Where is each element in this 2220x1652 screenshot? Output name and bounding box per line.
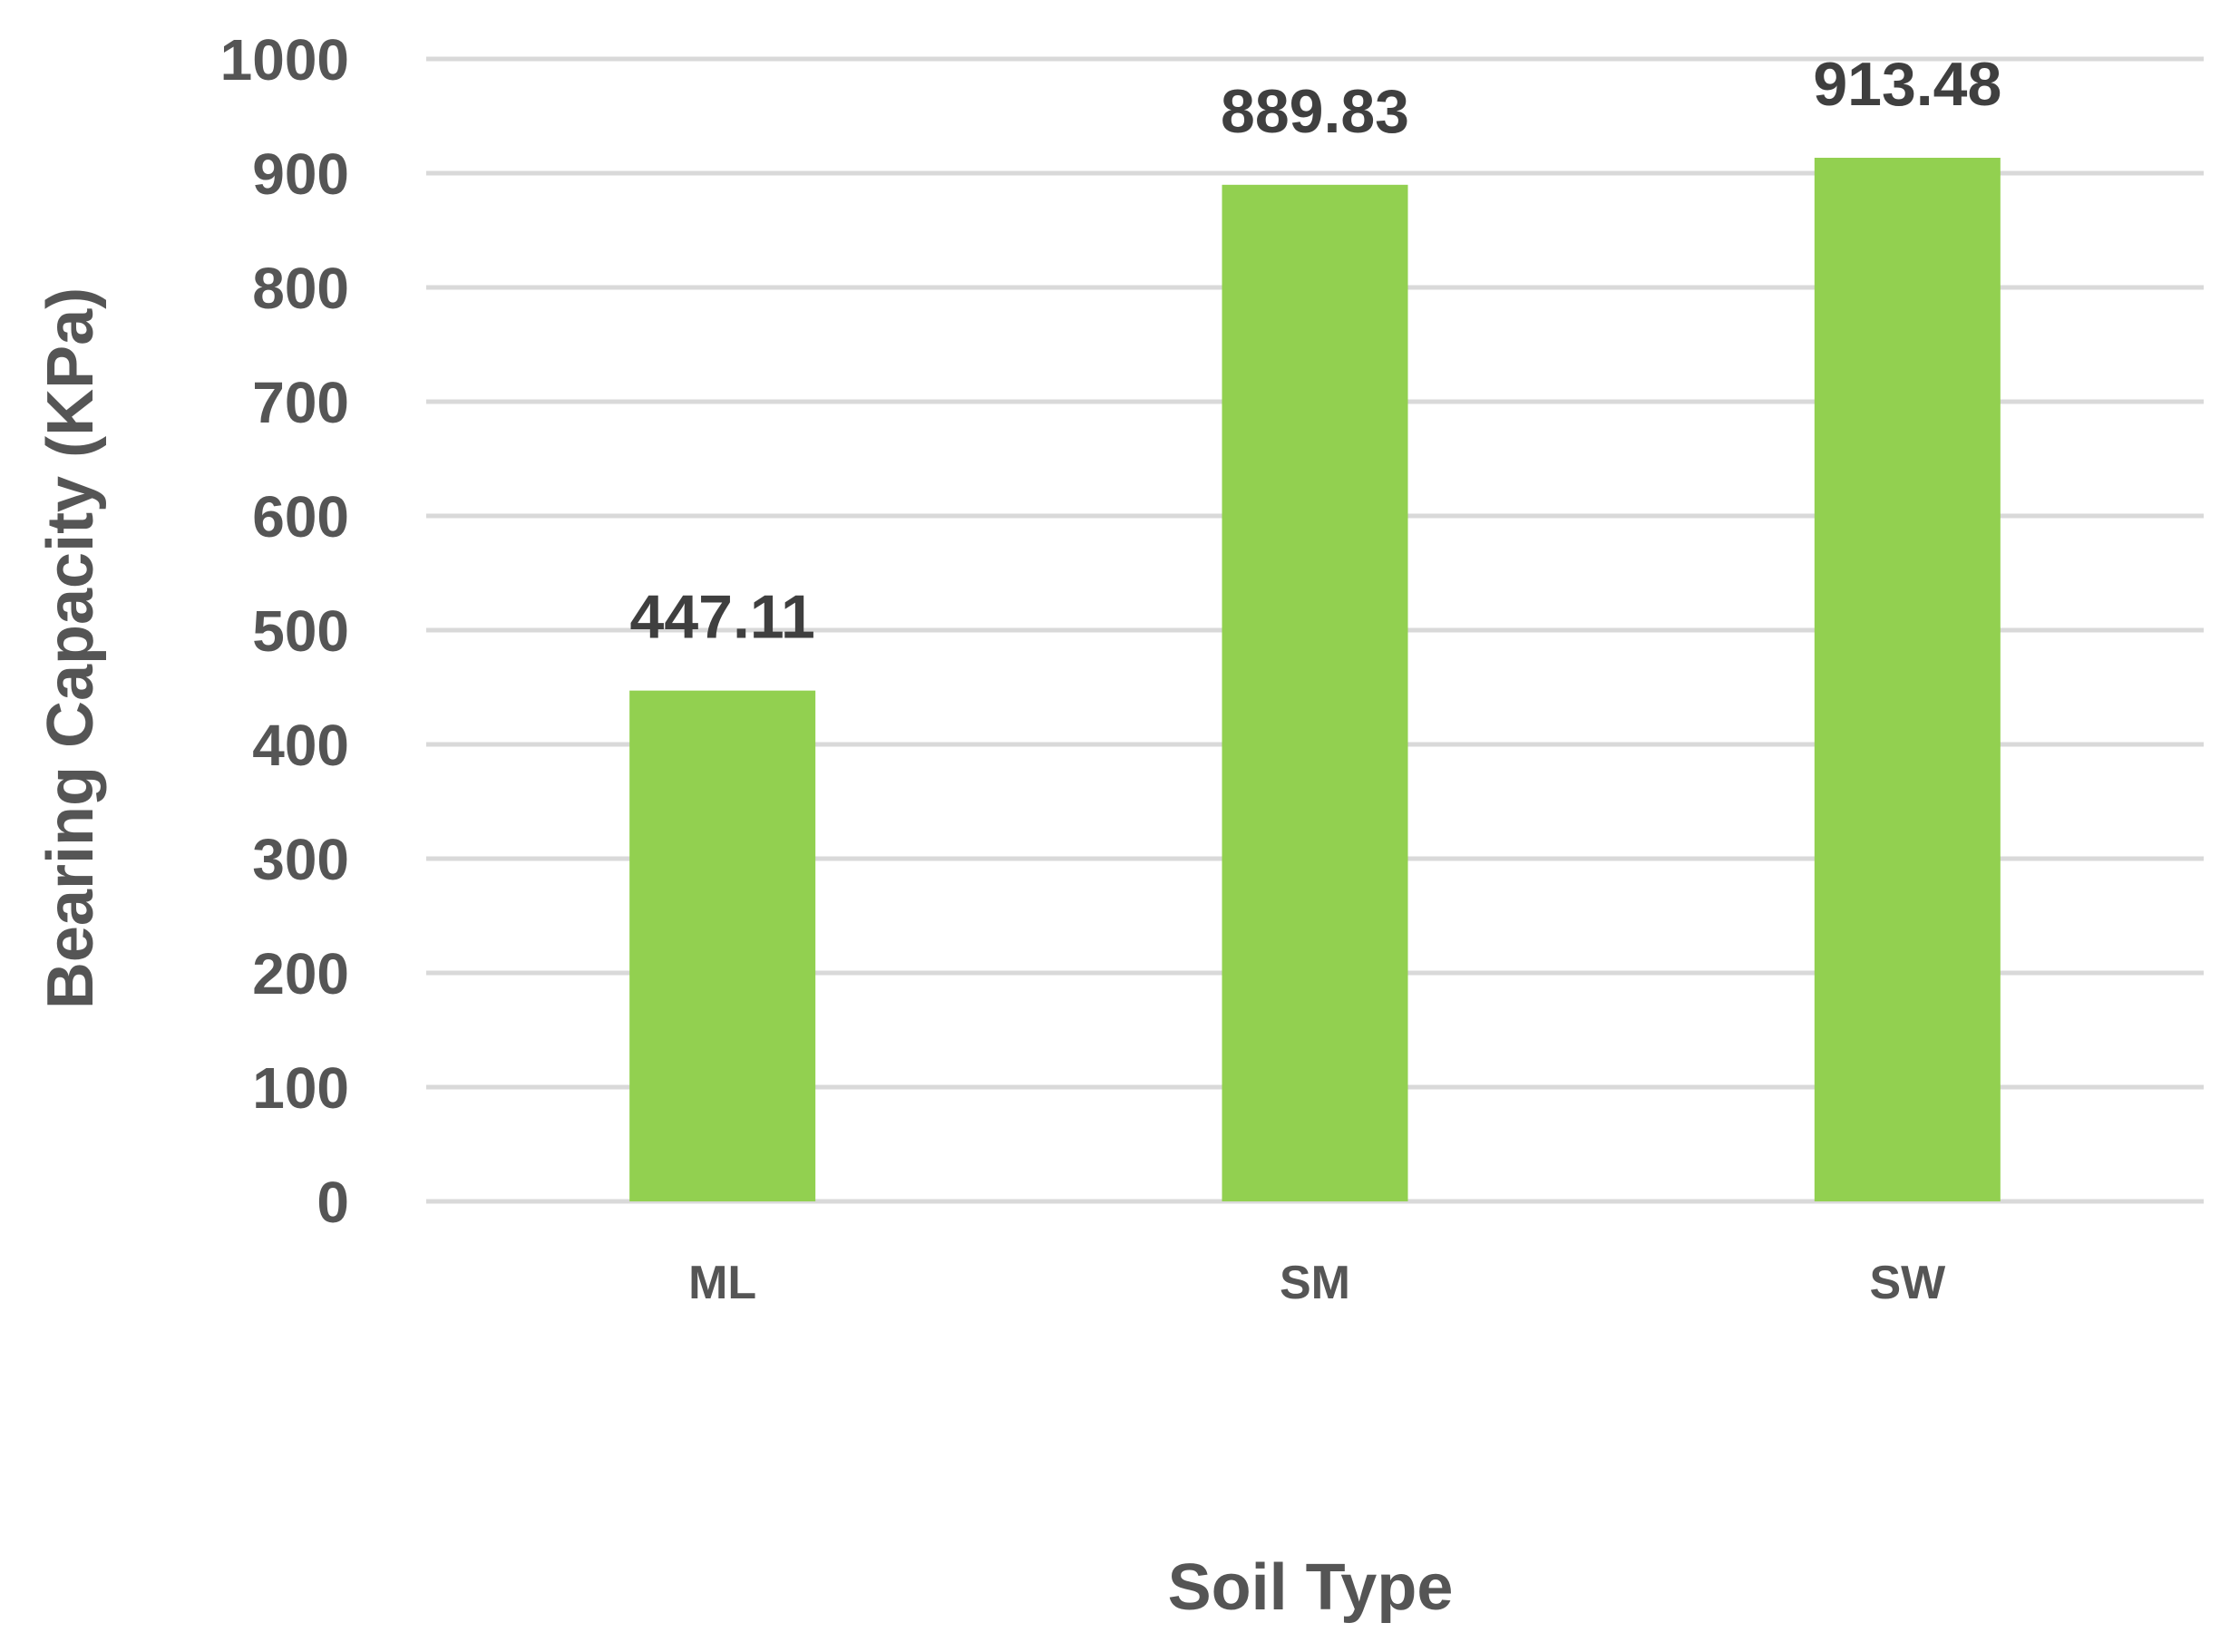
bar-ml bbox=[629, 690, 816, 1201]
y-tick-label-100: 100 bbox=[252, 1055, 349, 1121]
y-tick-label-800: 800 bbox=[252, 256, 349, 321]
y-tick-label-0: 0 bbox=[316, 1170, 349, 1235]
x-tick-label-sm: SM bbox=[1280, 1257, 1350, 1309]
y-axis-title: Bearing Capacity (KPa) bbox=[34, 287, 107, 1009]
bar-sw bbox=[1814, 158, 2001, 1202]
x-tick-label-ml: ML bbox=[688, 1257, 756, 1309]
x-axis-tick-labels: ML SM SW bbox=[688, 1257, 1946, 1309]
y-tick-label-700: 700 bbox=[252, 370, 349, 435]
x-tick-label-sw: SW bbox=[1869, 1257, 1946, 1309]
bar-sm bbox=[1222, 184, 1408, 1201]
x-axis-title: Soil Type bbox=[1168, 1551, 1454, 1624]
data-label-sw: 913.48 bbox=[1813, 50, 2001, 119]
y-tick-label-300: 300 bbox=[252, 827, 349, 892]
y-tick-label-200: 200 bbox=[252, 941, 349, 1006]
y-tick-label-1000: 1000 bbox=[220, 27, 349, 92]
data-labels: 447.11 889.83 913.48 bbox=[630, 50, 2002, 652]
y-tick-label-900: 900 bbox=[252, 141, 349, 207]
y-tick-label-500: 500 bbox=[252, 598, 349, 664]
data-label-ml: 447.11 bbox=[630, 583, 815, 652]
y-axis-tick-labels: 0 100 200 300 400 500 600 700 800 900 1000 bbox=[220, 27, 349, 1235]
data-label-sm: 889.83 bbox=[1221, 77, 1409, 146]
y-tick-label-400: 400 bbox=[252, 713, 349, 778]
bars bbox=[629, 158, 2001, 1202]
y-tick-label-600: 600 bbox=[252, 484, 349, 549]
